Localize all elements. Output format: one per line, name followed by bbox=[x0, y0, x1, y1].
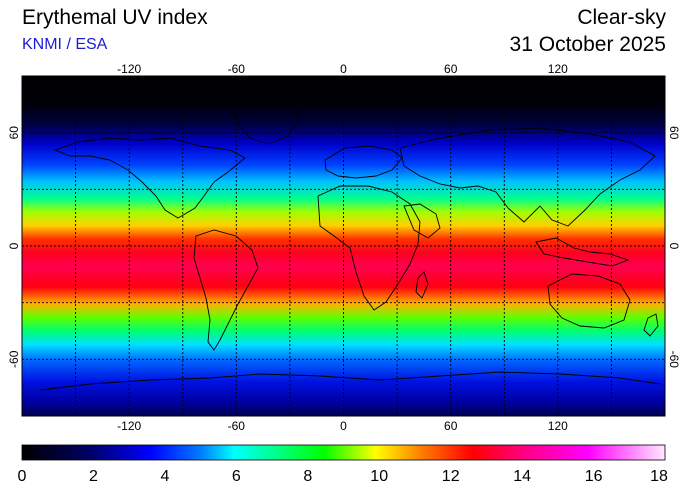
colorbar-tick-14: 14 bbox=[513, 468, 531, 485]
graticule bbox=[22, 76, 665, 416]
lat-tick-left-2: 0 bbox=[7, 242, 21, 249]
map-date: 31 October 2025 bbox=[509, 33, 666, 56]
colorbar-tick-6: 6 bbox=[232, 468, 241, 485]
coast-africa bbox=[317, 185, 421, 311]
colorbar-tick-0: 0 bbox=[18, 468, 27, 485]
colorbar-tick-2: 2 bbox=[89, 468, 98, 485]
colorbar-tick-4: 4 bbox=[160, 468, 169, 485]
lon-tick-top-3: 0 bbox=[340, 62, 347, 76]
coast-arabia bbox=[403, 203, 441, 239]
uv-colorbar-frame bbox=[21, 444, 666, 461]
coast-north-america bbox=[53, 137, 246, 219]
lat-tick-right-2: 0 bbox=[667, 243, 681, 250]
lat-tick-right-3: -60 bbox=[667, 351, 681, 369]
sky-mode-label: Clear-sky bbox=[577, 6, 666, 29]
coast-south-america bbox=[193, 229, 259, 351]
coast-asia bbox=[399, 127, 656, 227]
coast-madagascar bbox=[415, 271, 429, 299]
lon-tick-bottom-2: -60 bbox=[228, 419, 246, 433]
lat-tick-left-1: 60 bbox=[7, 126, 21, 140]
lon-tick-bottom-4: 60 bbox=[444, 419, 458, 433]
colorbar-tick-12: 12 bbox=[442, 468, 460, 485]
lon-tick-bottom-1: -120 bbox=[117, 419, 141, 433]
lon-tick-top-1: -120 bbox=[117, 62, 141, 76]
colorbar-tick-10: 10 bbox=[370, 468, 388, 485]
coast-europe bbox=[324, 145, 403, 179]
lon-tick-bottom-5: 120 bbox=[548, 419, 568, 433]
coastlines bbox=[39, 99, 661, 391]
colorbar-tick-8: 8 bbox=[303, 468, 312, 485]
coast-indonesia bbox=[535, 237, 630, 267]
coast-greenland bbox=[229, 99, 301, 145]
lat-tick-right-1: 60 bbox=[667, 126, 681, 140]
lon-tick-top-5: 120 bbox=[548, 62, 568, 76]
lon-tick-bottom-3: 0 bbox=[340, 419, 347, 433]
lon-tick-top-2: -60 bbox=[228, 62, 246, 76]
coast-antarctica bbox=[39, 371, 661, 391]
map-title: Erythemal UV index bbox=[22, 6, 208, 29]
data-source: KNMI / ESA bbox=[22, 36, 108, 53]
colorbar-tick-16: 16 bbox=[585, 468, 603, 485]
coast-new-zealand bbox=[643, 313, 659, 337]
colorbar-tick-18: 18 bbox=[650, 468, 668, 485]
uv-colorbar bbox=[22, 445, 665, 460]
lat-tick-left-3: -60 bbox=[7, 350, 21, 368]
lon-tick-top-4: 60 bbox=[444, 62, 458, 76]
